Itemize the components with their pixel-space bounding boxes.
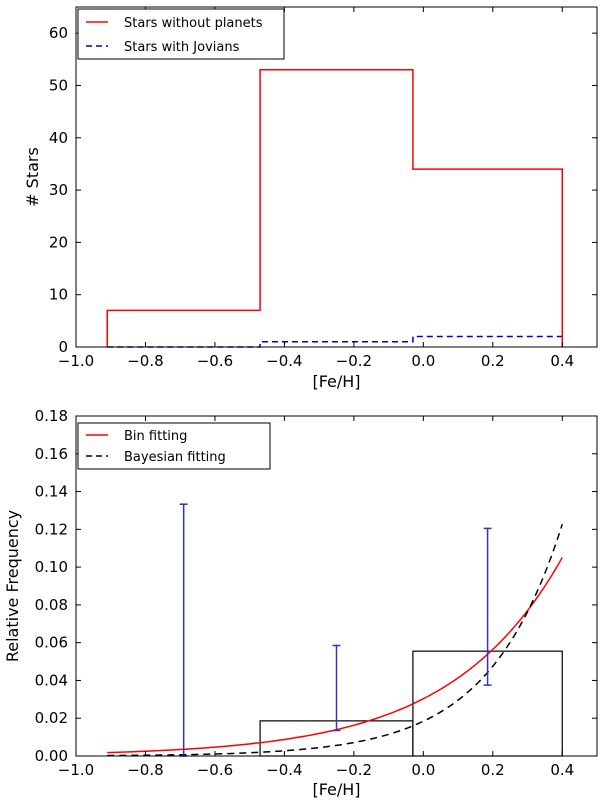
legend-label-bayesian-fitting: Bayesian fitting <box>124 450 226 465</box>
y-tick-label: 10 <box>49 286 68 304</box>
x-axis-label: [Fe/H] <box>312 372 360 391</box>
axes-frame <box>75 6 598 348</box>
y-tick-label: 50 <box>49 76 68 94</box>
y-tick-label: 30 <box>49 181 68 199</box>
x-tick-label: −0.2 <box>336 761 372 779</box>
x-tick-label: −0.8 <box>127 352 163 370</box>
y-tick-label: 0 <box>58 338 68 356</box>
x-tick-label: 0.4 <box>550 352 574 370</box>
y-tick-label: 0.06 <box>35 634 68 652</box>
legend: Stars without planets Stars with Jovians <box>77 8 285 60</box>
y-tick-label: 0.14 <box>35 483 68 501</box>
y-axis-label: # Stars <box>23 147 42 207</box>
y-tick-label: 0.00 <box>35 747 68 765</box>
bin-fitting-curve <box>107 557 563 754</box>
x-tick-label: −1.0 <box>58 761 94 779</box>
x-tick-label: 0.4 <box>550 761 574 779</box>
x-tick-label: 0.0 <box>411 352 435 370</box>
x-tick-label: −0.4 <box>266 761 302 779</box>
x-axis-label: [Fe/H] <box>312 780 360 799</box>
axis-ticks: −1.0 −0.8 −0.6 −0.4 −0.2 0.0 0.2 0.4 0 10 20 30 40 50… <box>49 7 597 370</box>
y-tick-label: 60 <box>49 24 68 42</box>
y-tick-label: 20 <box>49 233 68 251</box>
x-tick-label: 0.2 <box>481 352 505 370</box>
legend-label-stars-without-planets: Stars without planets <box>124 16 263 31</box>
x-tick-label: 0.0 <box>411 761 435 779</box>
legend: Bin fitting Bayesian fitting <box>77 422 271 470</box>
y-axis-label: Relative Frequency <box>3 510 22 662</box>
y-tick-label: 0.08 <box>35 596 68 614</box>
axis-ticks: −1.0 −0.8 −0.6 −0.4 −0.2 0.0 0.2 0.4 0.00 0.02 0.0… <box>35 407 597 779</box>
plot-area <box>107 503 563 757</box>
y-tick-label: 0.02 <box>35 709 68 727</box>
axes-frame <box>75 415 598 757</box>
x-tick-label: −0.8 <box>127 761 163 779</box>
legend-label-bin-fitting: Bin fitting <box>124 429 187 444</box>
x-tick-label: −0.4 <box>266 352 302 370</box>
legend-box <box>77 8 285 60</box>
legend-box <box>77 422 271 470</box>
y-tick-label: 0.18 <box>35 407 68 425</box>
x-tick-label: −0.2 <box>336 352 372 370</box>
fit-panel: −1.0 −0.8 −0.6 −0.4 −0.2 0.0 0.2 0.4 0.00 0.02 0.0… <box>3 407 598 799</box>
y-tick-label: 0.04 <box>35 671 68 689</box>
legend-label-stars-with-jovians: Stars with Jovians <box>124 40 240 55</box>
y-tick-label: 0.16 <box>35 445 68 463</box>
y-tick-label: 0.10 <box>35 558 68 576</box>
x-tick-label: 0.2 <box>481 761 505 779</box>
histogram-panel: −1.0 −0.8 −0.6 −0.4 −0.2 0.0 0.2 0.4 0 10 20 30 40 50… <box>23 6 598 391</box>
y-tick-label: 0.12 <box>35 520 68 538</box>
x-tick-label: −1.0 <box>58 352 94 370</box>
y-tick-label: 40 <box>49 129 68 147</box>
series-stars-without-planets <box>106 69 564 347</box>
plot-area <box>106 69 564 348</box>
x-tick-label: −0.6 <box>197 761 233 779</box>
x-tick-label: −0.6 <box>197 352 233 370</box>
series-stars-with-jovians <box>107 335 564 348</box>
